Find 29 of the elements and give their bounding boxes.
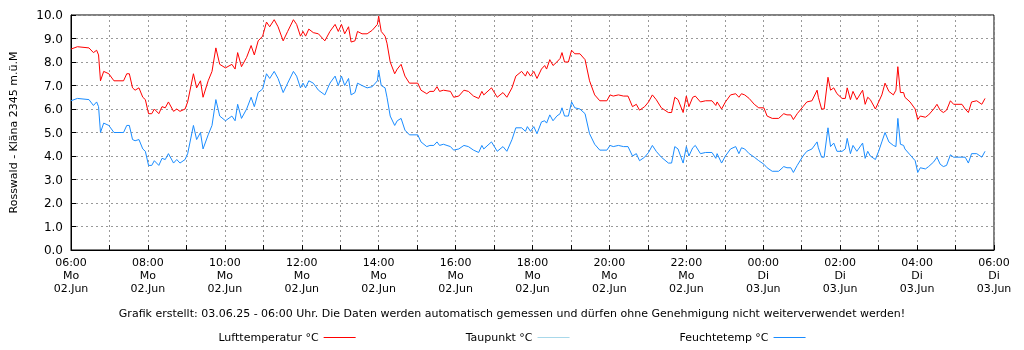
text: Grafik erstellt: 03.06.25 - 06:00 Uhr. Die Daten werden automatisch gemessen und dürfen ohne Genehmigung nicht weiterverwendet werden! <box>118 307 906 320</box>
legend-label: Taupunkt °C <box>464 331 533 344</box>
y-tick-label: 10.0 <box>36 8 63 22</box>
x-tick-label: 10:00 Mo 02.Jun <box>207 256 243 295</box>
legend-label: Feuchtetemp °C <box>679 331 769 344</box>
y-tick-label: 0.0 <box>43 243 63 257</box>
y-tick-label: 5.0 <box>43 125 63 140</box>
x-tick-label: 18:00 Mo 02.Jun <box>515 256 550 295</box>
y-tick-label: 7.0 <box>43 78 63 93</box>
x-tick-label: 14:00 Mo 02.Jun <box>361 256 397 295</box>
legend-label: Lufttemperatur °C <box>218 331 319 344</box>
x-tick-label: 02:00 Di 03.Jun <box>822 256 858 295</box>
y-tick-label: 3.0 <box>43 172 63 187</box>
x-tick-label: 08:00 Mo 02.Jun <box>130 256 166 295</box>
y-tick-label: 2.0 <box>43 196 63 210</box>
x-tick-label: 16:00 Mo 02.Jun <box>438 256 473 295</box>
y-tick-label: 9.0 <box>43 31 63 46</box>
x-tick-label: 12:00 Mo 02.Jun <box>284 256 320 295</box>
y-tick-label: 4.0 <box>43 149 63 163</box>
y-axis-title: Rosswald - Kläna 2345 m.ü.M <box>7 51 20 214</box>
x-tick-label: 20:00 Mo 02.Jun <box>592 256 627 295</box>
x-tick-label: 00:00 Di 03.Jun <box>745 256 781 295</box>
x-tick-label: 06:00 Mo 02.Jun <box>53 256 89 295</box>
x-tick-label: 22:00 Mo 02.Jun <box>668 256 704 295</box>
y-tick-label: 8.0 <box>43 55 63 69</box>
y-tick-label: 6.0 <box>43 102 63 116</box>
x-tick-label: 06:00 Di 03.Jun <box>976 256 1012 295</box>
y-tick-label: 1.0 <box>43 219 63 234</box>
x-tick-label: 04:00 Di 03.Jun <box>899 256 935 295</box>
